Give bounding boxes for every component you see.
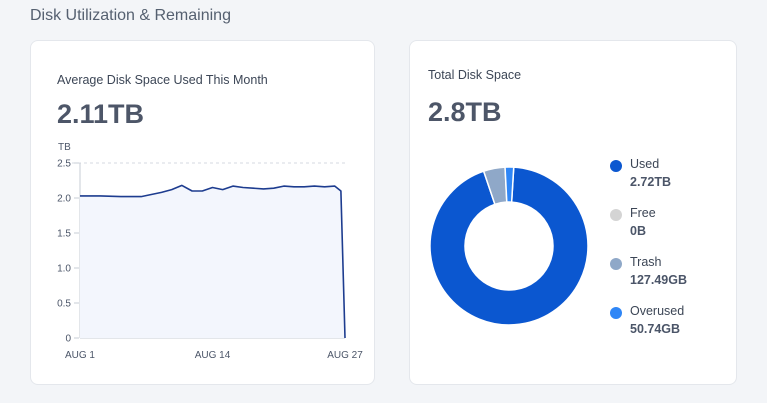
y-tick-label: 0 [65,334,71,345]
usage-line [80,184,346,339]
y-tick-label: 0.5 [57,299,71,310]
legend-value-trash: 127.49GB [630,273,687,287]
legend-name-overused: Overused [630,304,685,318]
y-tick-label: 2.5 [57,159,71,170]
legend-dot-free [610,209,622,221]
y-tick-label: 2.0 [57,194,71,205]
x-tick-label: AUG 14 [195,350,231,361]
y-tick-label: 1.5 [57,229,71,240]
legend-dot-overused [610,307,622,319]
section-title: Disk Utilization & Remaining [30,7,231,24]
x-tick-label: AUG 1 [65,350,95,361]
donut-slice-overused[interactable] [504,166,515,203]
disk-donut-chart [429,166,589,326]
avg-disk-value: 2.11TB [57,99,145,129]
legend-dot-used [610,160,622,172]
y-tick-label: 1.0 [57,264,71,275]
legend-dot-trash [610,258,622,270]
legend-name-trash: Trash [630,255,662,269]
legend-value-used: 2.72TB [630,175,671,189]
usage-area-fill [80,185,345,338]
avg-disk-label: Average Disk Space Used This Month [57,73,268,87]
total-disk-value: 2.8TB [428,97,502,127]
legend-value-overused: 50.74GB [630,322,681,336]
donut-slice-used[interactable] [429,166,589,326]
total-disk-label: Total Disk Space [428,68,522,82]
legend-value-free: 0B [630,224,646,238]
y-axis-unit: TB [58,142,71,153]
legend-name-used: Used [630,157,660,171]
legend-name-free: Free [630,206,656,220]
usage-line-chart: 0 0.5 1.0 1.5 2.0 2.5 AUG 1 AUG 14 AUG 27 [57,159,363,362]
total-disk-card: Total Disk Space 2.8TB Used 2.72TB Free … [409,40,737,385]
avg-disk-card: Average Disk Space Used This Month 2.11T… [30,40,375,385]
x-tick-label: AUG 27 [327,350,363,361]
